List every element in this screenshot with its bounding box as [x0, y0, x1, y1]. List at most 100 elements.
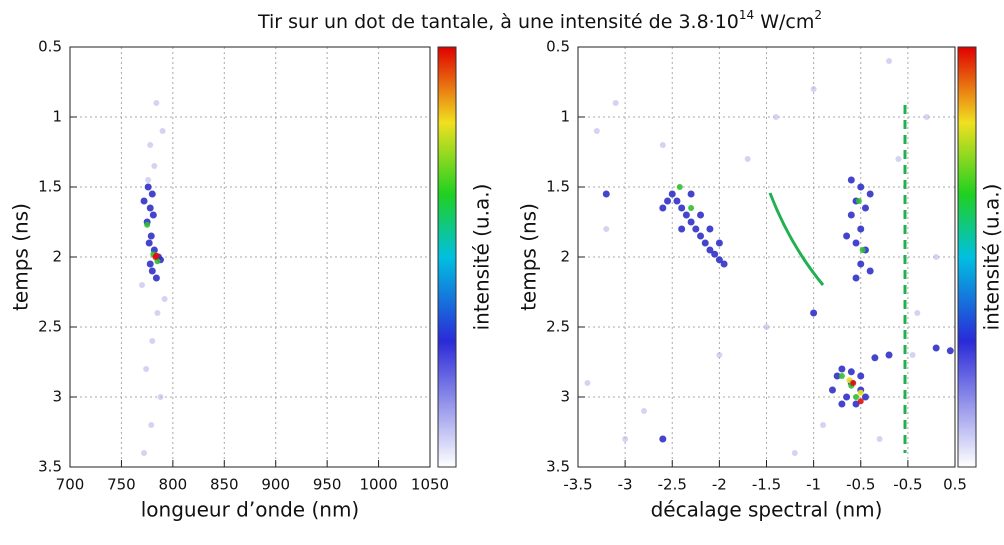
intensity-spot: [791, 450, 798, 456]
y-tick-label: 0.5: [546, 38, 570, 56]
y-tick-label: 2: [560, 248, 570, 266]
y-tick-label: 3: [52, 388, 62, 406]
intensity-spot: [857, 372, 865, 380]
intensity-spot: [810, 309, 818, 317]
intensity-spot: [148, 422, 155, 428]
intensity-spot: [678, 204, 686, 212]
colorbar-label: intensité (u.a.): [980, 184, 1004, 331]
intensity-spot: [833, 372, 841, 380]
intensity-spot: [857, 260, 865, 268]
intensity-spot: [932, 344, 940, 352]
y-axis-label: temps (ns): [9, 203, 33, 311]
intensity-spot: [820, 422, 827, 428]
intensity-spot: [895, 156, 902, 162]
intensity-spot: [584, 380, 591, 386]
intensity-spot: [763, 324, 770, 330]
intensity-spot: [144, 183, 152, 191]
intensity-spot: [153, 252, 160, 259]
intensity-spot: [144, 221, 151, 228]
intensity-spot: [914, 310, 921, 316]
y-tick-label: 3.5: [38, 458, 62, 476]
intensity-spot: [640, 408, 647, 414]
y-tick-label: 2.5: [38, 318, 62, 336]
intensity-spot: [720, 260, 728, 268]
intensity-spot: [744, 156, 751, 162]
x-tick-label: 700: [56, 476, 85, 494]
x-tick-label: 900: [261, 476, 290, 494]
intensity-spot: [861, 393, 869, 401]
intensity-spot: [909, 352, 916, 358]
x-tick-label: 1000: [359, 476, 397, 494]
intensity-spot: [853, 394, 860, 400]
intensity-spot: [140, 197, 148, 205]
intensity-spot: [711, 250, 719, 258]
intensity-spot: [143, 366, 150, 372]
intensity-spot: [659, 435, 667, 443]
intensity-spot: [701, 239, 709, 247]
intensity-spot: [857, 183, 865, 191]
x-tick-label: 750: [107, 476, 136, 494]
x-tick-label: -1.5: [752, 476, 781, 494]
intensity-spot: [154, 310, 161, 316]
intensity-spot: [843, 393, 851, 401]
y-tick-label: 1.5: [546, 178, 570, 196]
intensity-spot: [157, 394, 164, 400]
intensity-spot: [659, 204, 667, 212]
x-tick-label: -2: [712, 476, 727, 494]
intensity-spot: [676, 184, 683, 190]
y-tick-label: 1: [52, 108, 62, 126]
intensity-spot: [715, 239, 723, 247]
intensity-spot: [886, 58, 893, 64]
y-tick-label: 2: [52, 248, 62, 266]
y-axis-label: temps (ns): [517, 203, 541, 311]
intensity-spot: [852, 400, 860, 408]
intensity-spot: [159, 128, 166, 134]
intensity-spot: [843, 232, 851, 240]
intensity-spot: [857, 225, 865, 233]
intensity-spot: [687, 218, 695, 226]
intensity-spot: [153, 100, 160, 106]
y-tick-label: 3: [560, 388, 570, 406]
intensity-spot: [622, 436, 629, 442]
x-tick-label: -3: [618, 476, 633, 494]
intensity-spot: [847, 176, 855, 184]
intensity-spot: [141, 450, 148, 456]
intensity-spot: [847, 368, 855, 376]
intensity-spot: [139, 282, 145, 288]
intensity-spot: [885, 351, 893, 359]
x-tick-label: -0.5: [893, 476, 922, 494]
intensity-spot: [857, 398, 864, 405]
intensity-spot: [678, 225, 686, 233]
x-tick-label: -3.5: [563, 476, 592, 494]
intensity-spot: [682, 211, 690, 219]
intensity-spot: [838, 373, 845, 379]
figure-title: Tir sur un dot de tantale, à une intensi…: [257, 8, 822, 33]
title-superscript: 2: [814, 8, 822, 22]
intensity-spot: [602, 190, 610, 198]
colorbar: [957, 46, 977, 468]
y-tick-label: 0.5: [38, 38, 62, 56]
intensity-spot: [715, 256, 723, 264]
colorbar: [437, 46, 457, 468]
intensity-spot: [706, 225, 714, 233]
x-axis-label: longueur d’onde (nm): [141, 498, 360, 522]
intensity-spot: [857, 389, 864, 396]
intensity-spot: [859, 247, 866, 253]
intensity-spot: [147, 232, 155, 240]
intensity-spot: [861, 204, 869, 212]
intensity-spot: [687, 190, 695, 198]
x-tick-label: 850: [210, 476, 239, 494]
intensity-spot: [946, 347, 954, 355]
x-tick-label: 0.5: [943, 476, 967, 494]
intensity-spot: [673, 197, 681, 205]
intensity-spot: [876, 436, 883, 442]
x-tick-label: -0.5: [846, 476, 875, 494]
intensity-spot: [152, 274, 160, 282]
intensity-spot: [838, 400, 846, 408]
intensity-spot: [852, 274, 860, 282]
intensity-spot: [850, 380, 857, 386]
intensity-spot: [161, 296, 168, 302]
x-tick-label: -1: [806, 476, 821, 494]
plot-frame: [577, 46, 956, 468]
intensity-spot: [146, 204, 154, 212]
